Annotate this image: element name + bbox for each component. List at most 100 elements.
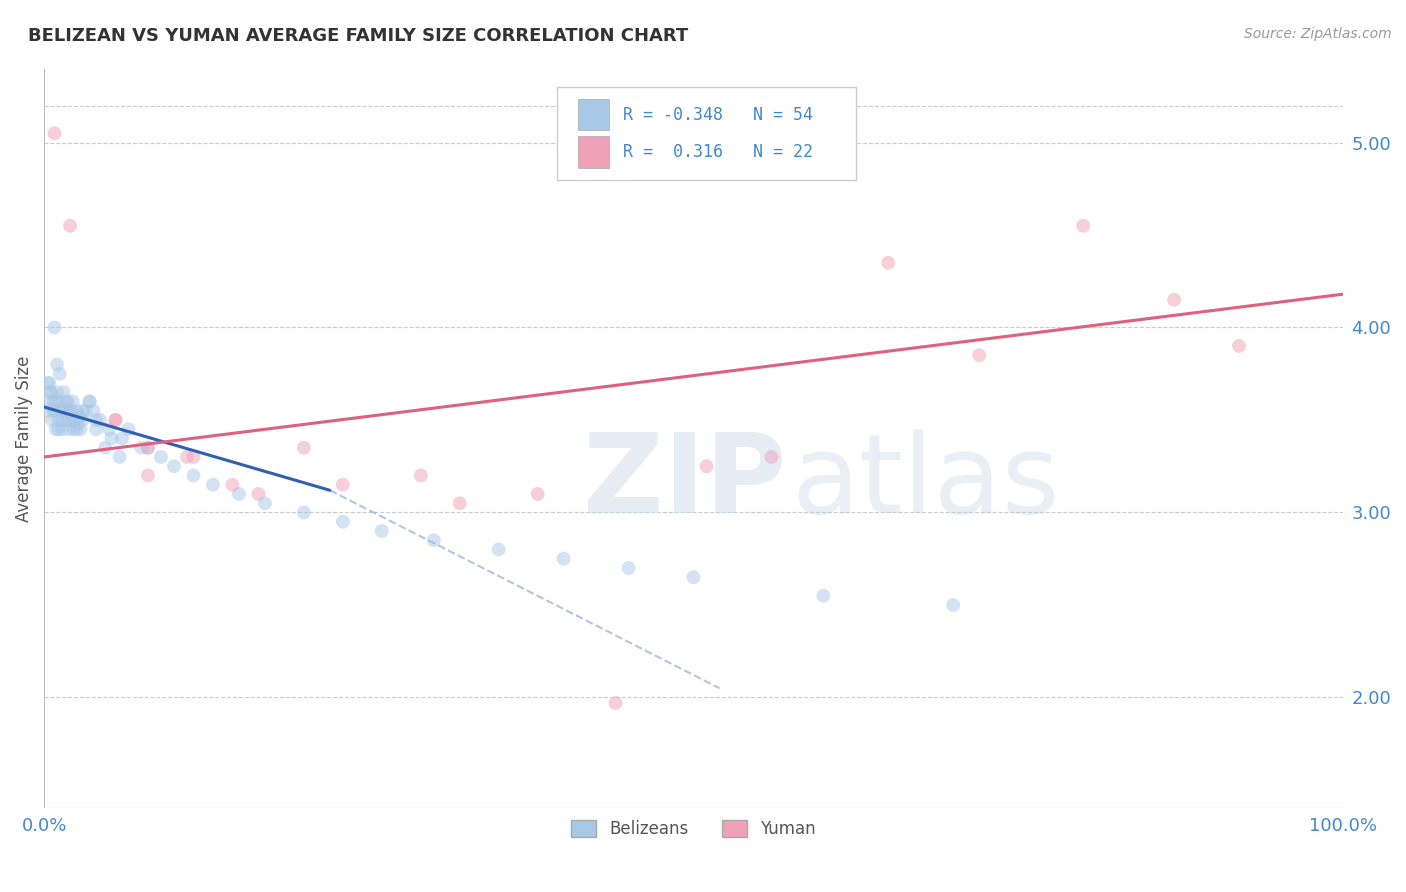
Point	[62, 394, 84, 409]
Point	[967, 348, 990, 362]
Point	[253, 496, 276, 510]
Point	[94, 441, 117, 455]
Point	[69, 422, 91, 436]
Point	[228, 487, 250, 501]
Text: BELIZEAN VS YUMAN AVERAGE FAMILY SIZE CORRELATION CHART: BELIZEAN VS YUMAN AVERAGE FAMILY SIZE CO…	[28, 27, 689, 45]
Point	[695, 459, 717, 474]
Point	[37, 403, 59, 417]
Point	[56, 394, 79, 409]
Point	[104, 413, 127, 427]
Legend: Belizeans, Yuman: Belizeans, Yuman	[564, 813, 823, 845]
Point	[63, 422, 86, 436]
Point	[221, 477, 243, 491]
Point	[100, 432, 122, 446]
Point	[89, 413, 111, 427]
Point	[35, 394, 58, 409]
Point	[136, 441, 159, 455]
Point	[59, 403, 82, 417]
Point	[56, 403, 79, 417]
Point	[449, 496, 471, 510]
Point	[39, 385, 62, 400]
Point	[942, 598, 965, 612]
Point	[136, 468, 159, 483]
Point	[183, 450, 205, 464]
Point	[117, 422, 139, 436]
Point	[332, 515, 354, 529]
Point	[79, 394, 101, 409]
Point	[176, 450, 198, 464]
Point	[682, 570, 704, 584]
Point	[98, 422, 121, 436]
Point	[1163, 293, 1185, 307]
Point	[45, 422, 67, 436]
Point	[1071, 219, 1094, 233]
Text: R = -0.348   N = 54: R = -0.348 N = 54	[623, 105, 814, 124]
Point	[42, 403, 65, 417]
Point	[104, 413, 127, 427]
Point	[67, 409, 90, 424]
Point	[65, 422, 87, 436]
Point	[75, 403, 97, 417]
Point	[48, 422, 70, 436]
Point	[46, 385, 69, 400]
Y-axis label: Average Family Size: Average Family Size	[15, 355, 32, 522]
Point	[49, 403, 72, 417]
Point	[292, 506, 315, 520]
Point	[42, 394, 65, 409]
FancyBboxPatch shape	[578, 136, 609, 168]
Point	[292, 441, 315, 455]
Point	[53, 413, 76, 427]
Point	[51, 422, 73, 436]
Point	[44, 126, 66, 140]
Point	[761, 450, 783, 464]
Point	[82, 403, 104, 417]
Point	[39, 385, 62, 400]
Point	[617, 561, 640, 575]
Point	[59, 219, 82, 233]
Point	[1227, 339, 1250, 353]
Point	[526, 487, 548, 501]
Point	[44, 320, 66, 334]
Point	[38, 376, 60, 390]
Point	[46, 358, 69, 372]
Point	[41, 413, 63, 427]
Point	[371, 524, 394, 538]
Point	[58, 422, 80, 436]
Point	[553, 551, 575, 566]
Point	[72, 403, 94, 417]
Point	[37, 376, 59, 390]
Point	[409, 468, 432, 483]
Point	[183, 468, 205, 483]
Point	[55, 394, 77, 409]
Point	[150, 450, 173, 464]
Text: Source: ZipAtlas.com: Source: ZipAtlas.com	[1244, 27, 1392, 41]
Text: ZIP: ZIP	[583, 429, 786, 536]
Point	[48, 413, 70, 427]
Point	[108, 450, 131, 464]
Point	[79, 394, 101, 409]
Point	[48, 394, 70, 409]
Point	[48, 367, 70, 381]
Point	[84, 413, 107, 427]
FancyBboxPatch shape	[578, 99, 609, 130]
Point	[813, 589, 835, 603]
Point	[131, 441, 153, 455]
Point	[488, 542, 510, 557]
Text: R =  0.316   N = 22: R = 0.316 N = 22	[623, 143, 814, 161]
Point	[72, 413, 94, 427]
Point	[332, 477, 354, 491]
Point	[59, 413, 82, 427]
Point	[247, 487, 270, 501]
Point	[60, 403, 83, 417]
Point	[65, 413, 87, 427]
Point	[84, 422, 107, 436]
Point	[52, 385, 75, 400]
FancyBboxPatch shape	[557, 87, 856, 179]
Point	[163, 459, 186, 474]
Point	[49, 413, 72, 427]
Point	[44, 403, 66, 417]
Point	[201, 477, 224, 491]
Point	[66, 417, 89, 431]
Point	[52, 403, 75, 417]
Point	[65, 403, 87, 417]
